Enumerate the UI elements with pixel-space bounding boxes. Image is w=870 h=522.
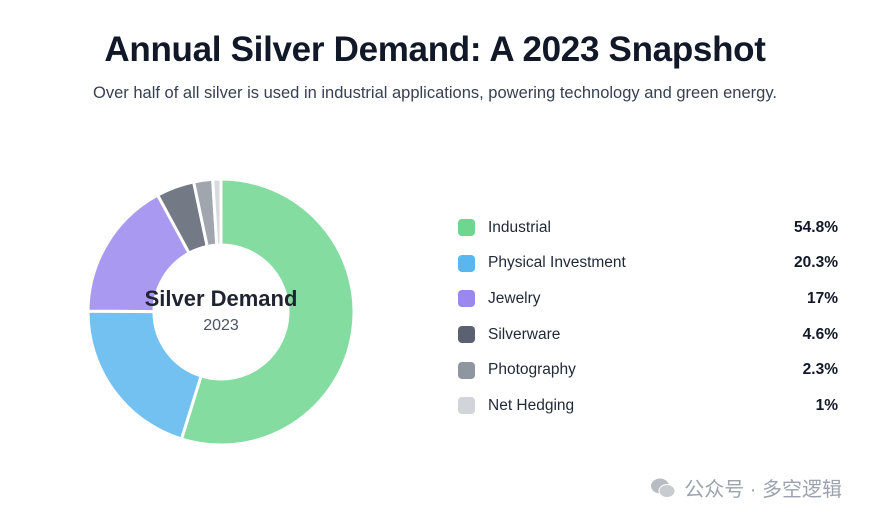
legend: Industrial 54.8% Physical Investment 20.3% J…: [458, 210, 838, 424]
legend-item: Jewelry 17%: [458, 281, 838, 317]
legend-item: Physical Investment 20.3%: [458, 246, 838, 282]
legend-value: 20.3%: [794, 254, 838, 272]
chart-subtitle: Over half of all silver is used in indus…: [93, 84, 777, 102]
legend-item: Silverware 4.6%: [458, 317, 838, 353]
legend-swatch: [458, 397, 475, 415]
wechat-icon: [651, 478, 676, 498]
donut-slice-industrial: [179, 177, 356, 447]
legend-label: Net Hedging: [488, 396, 575, 414]
watermark-text: 公众号 · 多空逻辑: [684, 479, 842, 501]
legend-swatch: [458, 219, 475, 237]
legend-label: Photography: [488, 361, 576, 379]
legend-value: 1%: [815, 396, 838, 414]
legend-swatch: [458, 254, 475, 272]
legend-value: 54.8%: [794, 218, 838, 236]
legend-value: 17%: [806, 289, 838, 307]
donut-slice-net-hedging: [211, 177, 223, 247]
donut-center-title: Silver Demand: [144, 286, 298, 311]
legend-value: 4.6%: [802, 325, 838, 343]
legend-label: Silverware: [488, 325, 561, 343]
watermark: 公众号 · 多空逻辑: [650, 473, 842, 502]
chart-title: Annual Silver Demand: A 2023 Snapshot: [104, 30, 766, 69]
donut-slice-physical-investment: [86, 309, 203, 441]
donut-center-subtitle: 2023: [203, 317, 239, 334]
legend-item: Industrial 54.8%: [458, 210, 838, 246]
legend-label: Industrial: [488, 218, 551, 236]
legend-label: Jewelry: [488, 289, 541, 307]
legend-swatch: [458, 326, 475, 344]
legend-item: Photography 2.3%: [458, 352, 838, 388]
legend-swatch: [458, 290, 475, 308]
legend-item: Net Hedging 1%: [458, 388, 838, 424]
legend-swatch: [458, 361, 475, 379]
legend-label: Physical Investment: [488, 254, 626, 272]
donut-chart: [86, 177, 356, 447]
legend-value: 2.3%: [802, 361, 838, 379]
